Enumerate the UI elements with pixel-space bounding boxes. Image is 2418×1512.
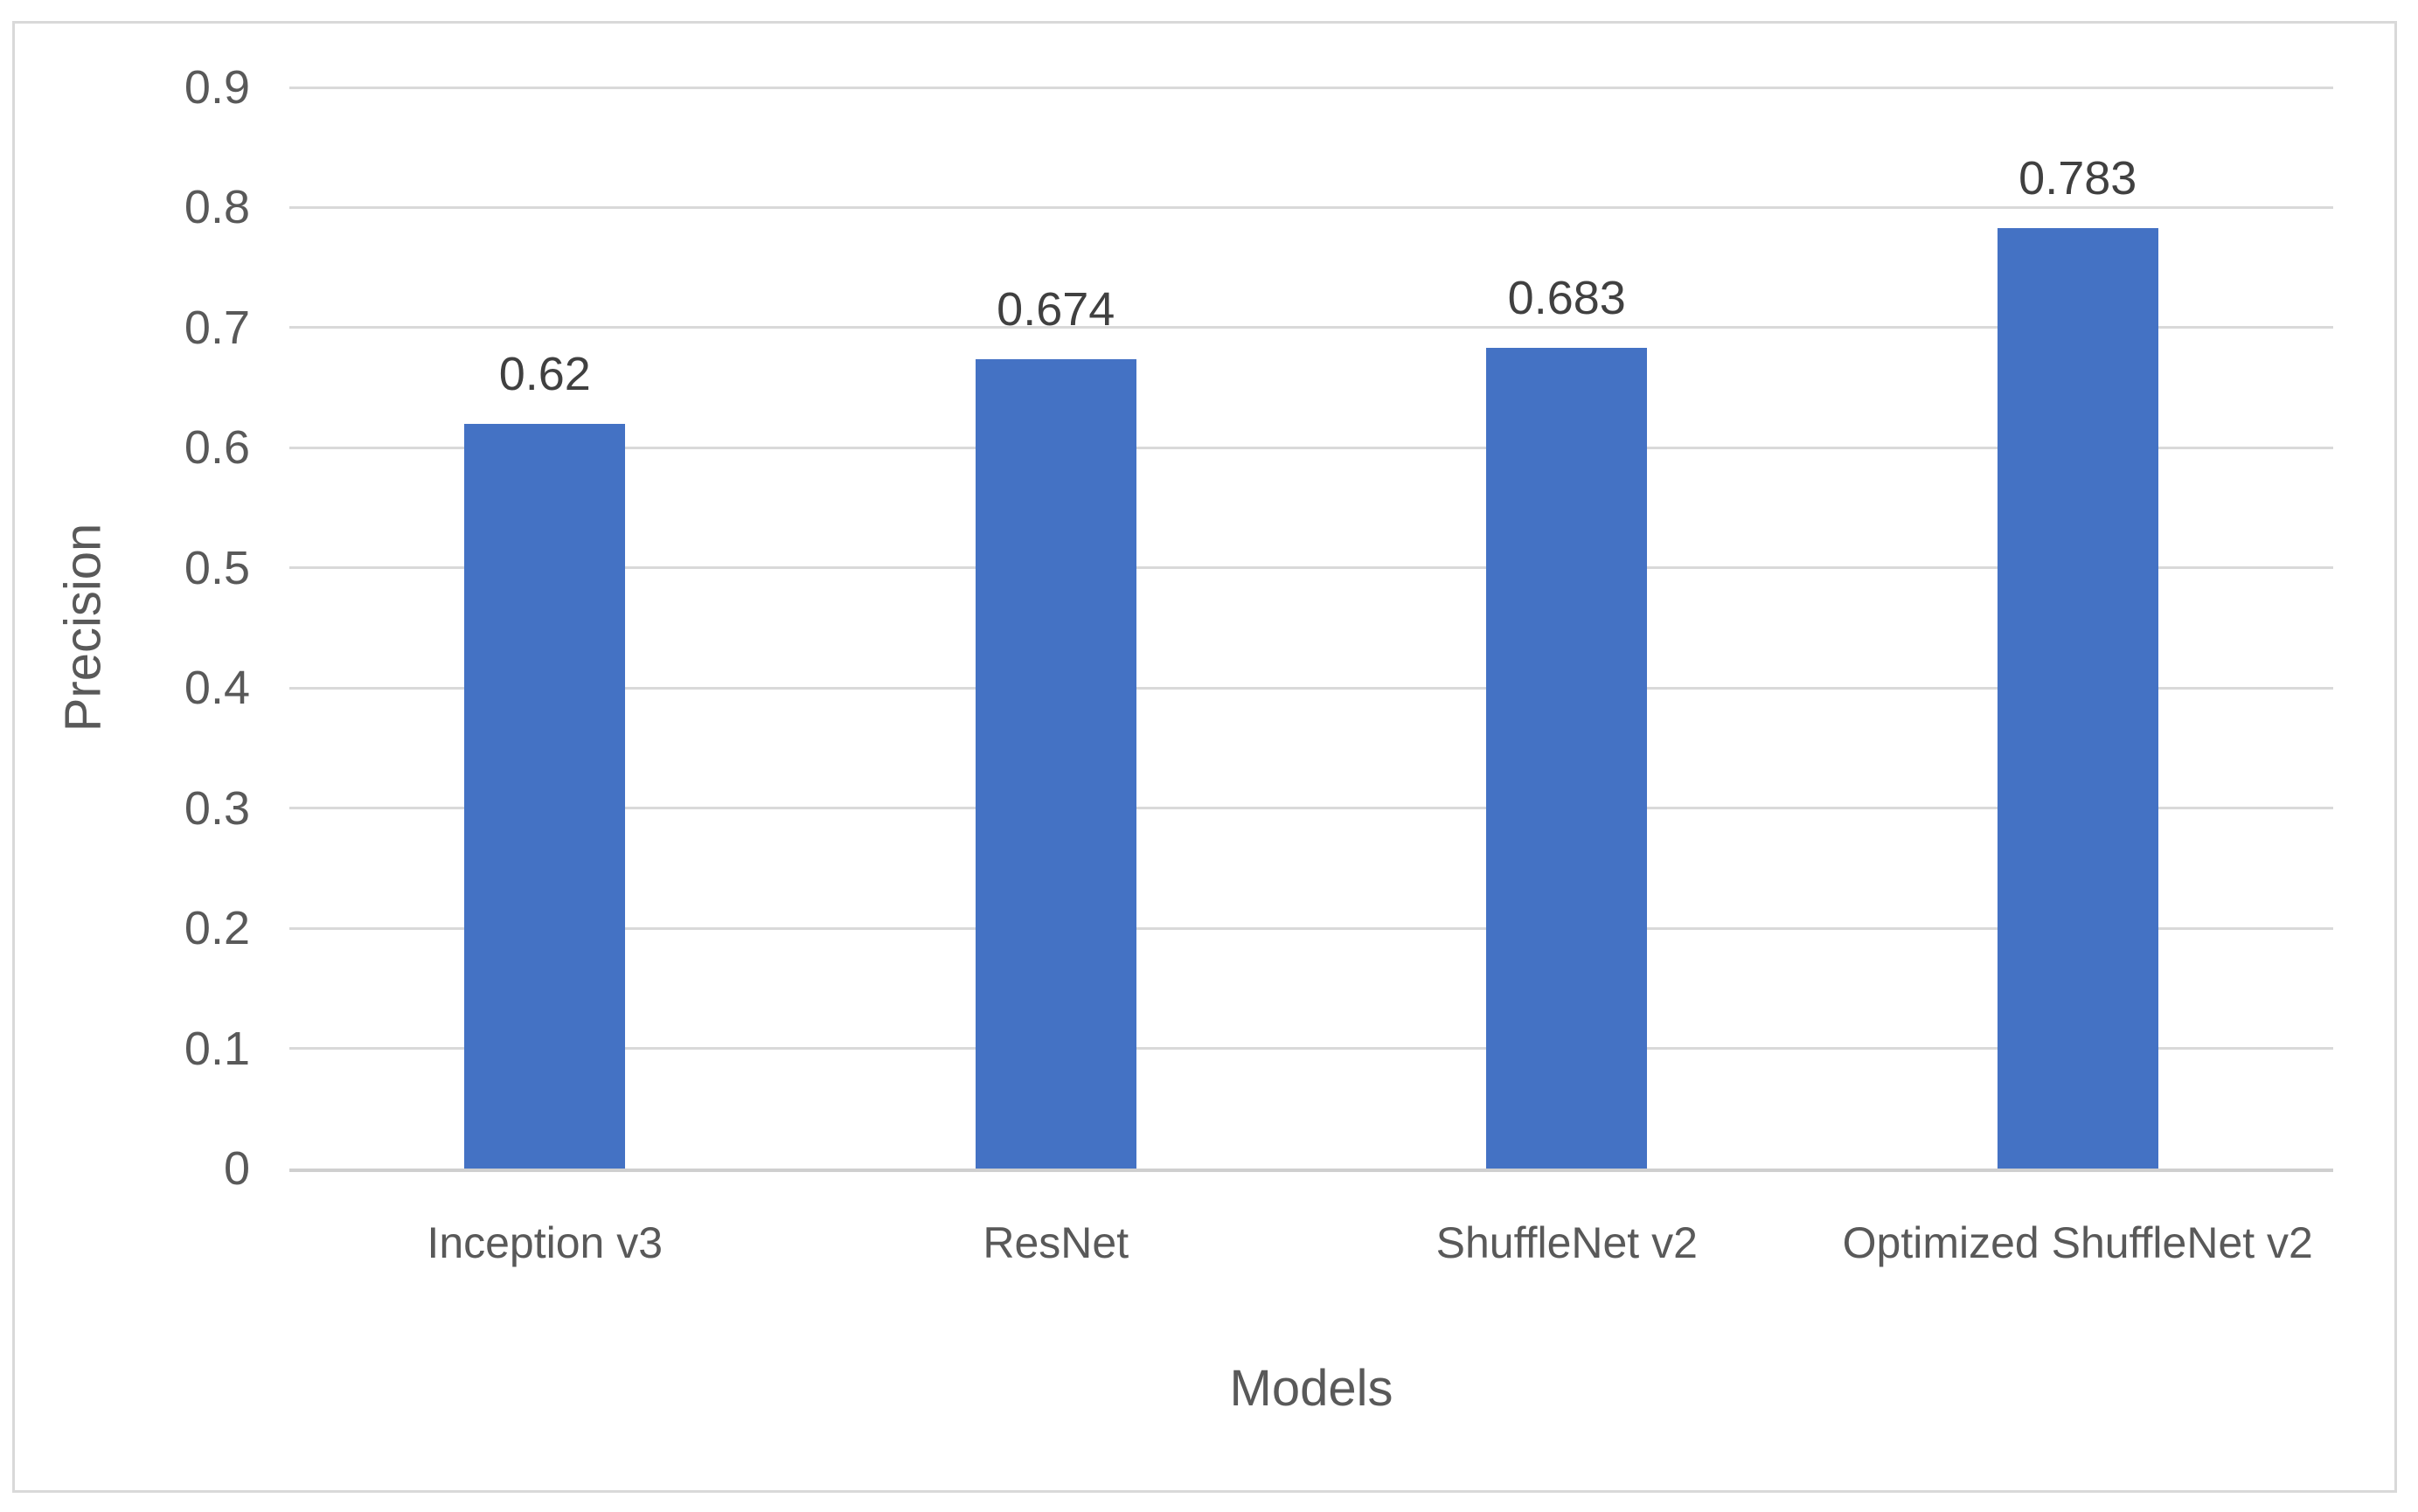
x-category-label: ShuffleNet v2 <box>1435 1218 1698 1267</box>
x-category-label: ResNet <box>983 1218 1129 1267</box>
gridline <box>289 1047 2333 1051</box>
y-tick-label: 0 <box>223 1142 250 1195</box>
gridline <box>289 446 2333 449</box>
y-tick-label: 0.2 <box>184 902 250 955</box>
x-axis-line <box>289 1169 2333 1172</box>
x-axis-category-labels: Inception v3 ResNet ShuffleNet v2 Optimized… <box>289 1215 2333 1355</box>
data-label: 0.783 <box>2018 151 2137 205</box>
bar-shufflenet-v2 <box>1486 348 1648 1169</box>
y-tick-label: 0.6 <box>184 421 250 475</box>
y-tick-label: 0.5 <box>184 541 250 594</box>
chart-frame: Precision 0 0.1 0.2 0.3 0.4 0.5 0.6 0.7 0.8 0.9 0… <box>12 21 2397 1493</box>
y-tick-label: 0.8 <box>184 181 250 234</box>
y-tick-label: 0.1 <box>184 1022 250 1075</box>
y-tick-label: 0.9 <box>184 61 250 114</box>
data-label: 0.62 <box>498 347 591 400</box>
bar-inception-v3 <box>464 423 626 1169</box>
data-label: 0.683 <box>1507 272 1626 325</box>
x-category-label: Inception v3 <box>427 1218 664 1267</box>
bar-optimized-shufflenet-v2 <box>1997 227 2158 1169</box>
y-tick-label: 0.4 <box>184 662 250 715</box>
y-axis-tick-labels: 0 0.1 0.2 0.3 0.4 0.5 0.6 0.7 0.8 0.9 <box>15 64 250 1192</box>
gridline <box>289 807 2333 810</box>
gridline <box>289 86 2333 89</box>
plot-area: 0.62 0.674 0.683 0.783 <box>289 86 2333 1172</box>
gridline <box>289 205 2333 209</box>
gridline <box>289 686 2333 690</box>
gridline <box>289 566 2333 570</box>
gridline <box>289 926 2333 930</box>
gridline <box>289 326 2333 329</box>
data-label: 0.674 <box>997 282 1115 336</box>
bar-resnet <box>975 358 1136 1169</box>
x-category-label: Optimized ShuffleNet v2 <box>1842 1218 2313 1267</box>
y-tick-label: 0.7 <box>184 301 250 354</box>
y-tick-label: 0.3 <box>184 781 250 835</box>
x-axis-title: Models <box>1229 1360 1393 1417</box>
